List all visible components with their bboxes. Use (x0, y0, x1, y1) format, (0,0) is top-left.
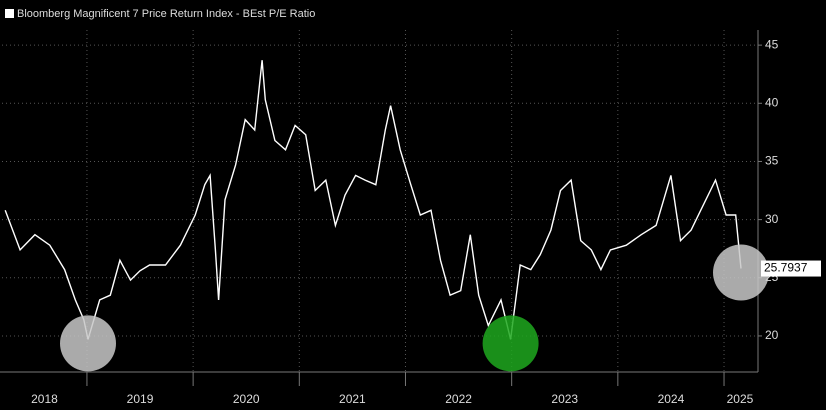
legend-label: Bloomberg Magnificent 7 Price Return Ind… (17, 8, 315, 20)
highlight-circle (713, 244, 770, 301)
x-tick-label: 2020 (233, 392, 260, 406)
highlight-circle (482, 315, 539, 372)
x-tick-label: 2024 (658, 392, 685, 406)
y-tick-label: 35 (765, 154, 779, 168)
y-tick-label: 30 (765, 212, 779, 226)
highlight-circle (60, 315, 117, 372)
last-value-label: 25.7937 (764, 261, 808, 275)
last-value-box (761, 260, 821, 277)
legend-swatch (5, 9, 14, 18)
x-tick-label: 2025 (727, 392, 754, 406)
y-tick-label: 45 (765, 37, 779, 51)
y-tick-label: 40 (765, 95, 779, 109)
x-tick-label: 2021 (339, 392, 366, 406)
x-tick-label: 2019 (127, 392, 154, 406)
x-tick-label: 2022 (445, 392, 472, 406)
line (4, 60, 742, 340)
y-tick-label: 20 (765, 328, 779, 342)
x-tick-label: 2018 (31, 392, 58, 406)
x-tick-label: 2023 (551, 392, 578, 406)
